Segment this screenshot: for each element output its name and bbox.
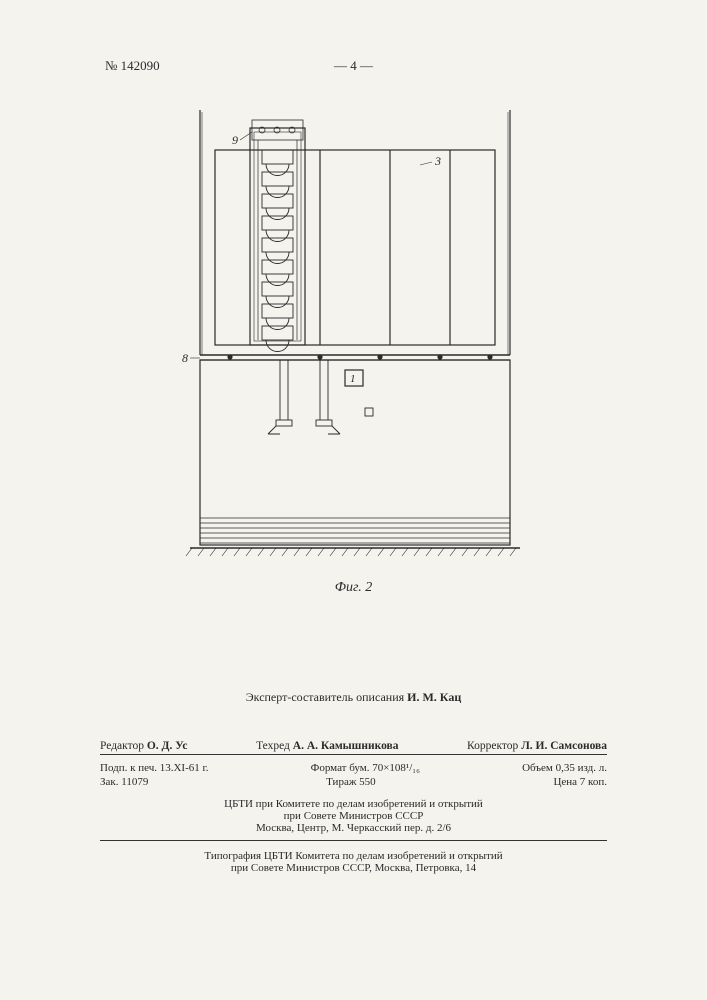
typography-block: Типография ЦБТИ Комитета по делам изобре… [100, 850, 607, 874]
page: № 142090 — 4 — [0, 0, 707, 1000]
page-number: — 4 — [334, 58, 373, 74]
techred-name: А. А. Камышникова [293, 740, 399, 752]
editor-label: Редактор [100, 740, 144, 752]
print-volume: Объем 0,35 изд. л. [522, 762, 607, 774]
fig-label-9: 9 [232, 133, 238, 147]
fig-label-8: 8 [182, 351, 188, 365]
print-price: Цена 7 коп. [553, 776, 607, 788]
print-signed: Подп. к печ. 13.XI-61 г. [100, 762, 209, 774]
publisher-line2: при Совете Министров СССР [100, 810, 607, 822]
techred-label: Техред [256, 740, 290, 752]
corrector-name: Л. И. Самсонова [521, 740, 607, 752]
expert-name: И. М. Кац [407, 690, 461, 704]
expert-line: Эксперт-составитель описания И. М. Кац [0, 690, 707, 705]
publisher-line1: ЦБТИ при Комитете по делам изобретений и… [100, 798, 607, 810]
typo-line2: при Совете Министров СССР, Москва, Петро… [100, 862, 607, 874]
figure-2: 9 3 8 1 [180, 110, 530, 565]
fig-label-1: 1 [350, 373, 356, 385]
print-order: Зак. 11079 [100, 776, 148, 788]
editor-name: О. Д. Ус [147, 740, 188, 752]
doc-number: № 142090 [105, 58, 160, 74]
print-format: Формат бум. 70×108¹/₁₆ [311, 762, 420, 774]
expert-prefix: Эксперт-составитель описания [246, 690, 404, 704]
print-tirazh: Тираж 550 [326, 776, 376, 788]
editor: Редактор О. Д. Ус [100, 740, 188, 752]
publisher-block: ЦБТИ при Комитете по делам изобретений и… [100, 798, 607, 841]
corrector: Корректор Л. И. Самсонова [467, 740, 607, 752]
fig-label-3: 3 [434, 154, 441, 168]
typo-line1: Типография ЦБТИ Комитета по делам изобре… [100, 850, 607, 862]
figure-caption: Фиг. 2 [335, 580, 373, 596]
publisher-line3: Москва, Центр, М. Черкасский пер. д. 2/6 [100, 822, 607, 834]
corrector-label: Корректор [467, 740, 518, 752]
techred: Техред А. А. Камышникова [256, 740, 398, 752]
print-info: Подп. к печ. 13.XI-61 г. Формат бум. 70×… [100, 762, 607, 790]
credits-row: Редактор О. Д. Ус Техред А. А. Камышнико… [100, 740, 607, 755]
